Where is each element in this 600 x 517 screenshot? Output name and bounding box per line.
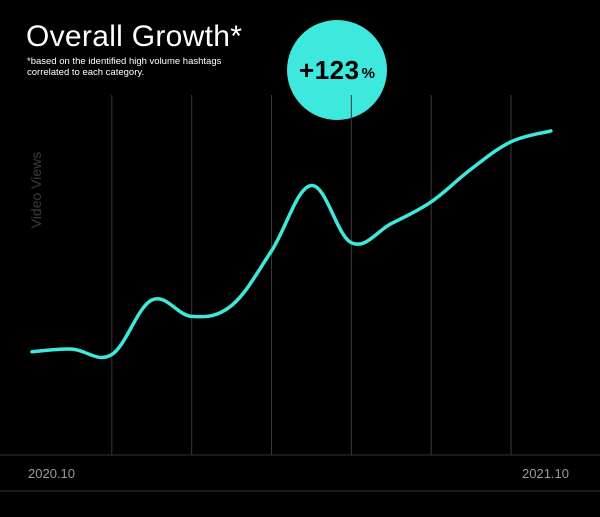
x-tick-label-end: 2021.10 (522, 466, 569, 481)
grid-lines (111, 95, 512, 455)
series-line (30, 129, 553, 360)
x-tick-label-start: 2020.10 (28, 466, 75, 481)
y-axis-label: Video Views (28, 152, 44, 229)
growth-value: +123 (299, 54, 360, 85)
subtitle-line-2: correlated to each category. (27, 67, 145, 78)
subtitle-line-1: *based on the identified high volume has… (27, 56, 222, 67)
growth-badge: +123 % (287, 20, 387, 120)
growth-unit: % (361, 64, 375, 82)
chart-subtitle: *based on the identified high volume has… (27, 56, 267, 78)
chart-title: Overall Growth* (26, 20, 243, 53)
